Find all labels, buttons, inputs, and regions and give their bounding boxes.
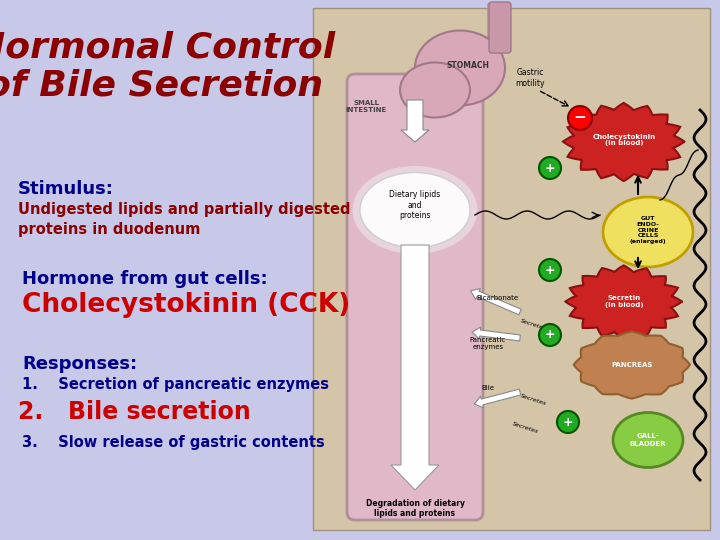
Text: 2.   Bile secretion: 2. Bile secretion [18, 400, 251, 424]
Circle shape [539, 324, 561, 346]
Text: Hormone from gut cells:: Hormone from gut cells: [22, 270, 268, 288]
Text: Dietary lipids
and
proteins: Dietary lipids and proteins [390, 190, 441, 220]
Circle shape [557, 411, 579, 433]
Text: Cholecystokinin (CCK): Cholecystokinin (CCK) [22, 292, 350, 318]
FancyArrow shape [474, 389, 521, 408]
Text: −: − [574, 111, 586, 125]
Text: Bicarbonate: Bicarbonate [476, 295, 518, 301]
Text: GUT
ENDO-
CRINE
CELLS
(enlarged): GUT ENDO- CRINE CELLS (enlarged) [630, 216, 666, 244]
Text: +: + [545, 264, 555, 276]
Text: PANCREAS: PANCREAS [611, 362, 653, 368]
Bar [313, 8, 710, 530]
FancyArrow shape [471, 288, 521, 315]
Text: GALL-
BLADDER: GALL- BLADDER [630, 434, 666, 447]
FancyBboxPatch shape [488, 3, 510, 42]
Ellipse shape [400, 63, 470, 118]
Text: Hormonal Control
of Bile Secretion: Hormonal Control of Bile Secretion [0, 30, 335, 102]
Text: Cholecystokinin
(in blood): Cholecystokinin (in blood) [593, 133, 656, 146]
FancyBboxPatch shape [489, 2, 511, 53]
Text: +: + [545, 328, 555, 341]
Text: STOMACH: STOMACH [446, 60, 490, 70]
Text: Gastric
motility: Gastric motility [516, 68, 545, 87]
FancyArrow shape [472, 327, 521, 341]
Ellipse shape [613, 413, 683, 468]
FancyArrow shape [391, 245, 439, 490]
Polygon shape [574, 332, 690, 399]
Circle shape [539, 157, 561, 179]
Text: Stimulus:: Stimulus: [18, 180, 114, 198]
Text: Responses:: Responses: [22, 355, 137, 373]
Polygon shape [563, 103, 685, 181]
Text: Pancreatic
enzymes: Pancreatic enzymes [470, 338, 506, 350]
Text: 3.    Slow release of gastric contents: 3. Slow release of gastric contents [22, 435, 325, 450]
Ellipse shape [360, 172, 470, 247]
Text: +: + [563, 415, 573, 429]
Text: Bile: Bile [482, 385, 495, 391]
Text: Secretes: Secretes [511, 421, 539, 435]
Text: +: + [545, 161, 555, 174]
Text: Undigested lipids and partially digested
proteins in duodenum: Undigested lipids and partially digested… [18, 202, 351, 237]
Ellipse shape [603, 197, 693, 267]
Text: Degradation of dietary
lipids and proteins: Degradation of dietary lipids and protei… [366, 498, 464, 518]
Polygon shape [565, 265, 683, 339]
Text: Secretin
(in blood): Secretin (in blood) [605, 294, 643, 307]
Circle shape [568, 106, 592, 130]
Text: 1.    Secretion of pancreatic enzymes: 1. Secretion of pancreatic enzymes [22, 377, 329, 392]
Text: Secretes: Secretes [519, 394, 546, 407]
Ellipse shape [353, 166, 477, 254]
Text: SMALL
INTESTINE: SMALL INTESTINE [346, 100, 387, 113]
Text: Secretes: Secretes [519, 319, 546, 332]
FancyArrow shape [401, 100, 429, 142]
Ellipse shape [415, 30, 505, 105]
FancyBboxPatch shape [347, 74, 483, 520]
Circle shape [539, 259, 561, 281]
